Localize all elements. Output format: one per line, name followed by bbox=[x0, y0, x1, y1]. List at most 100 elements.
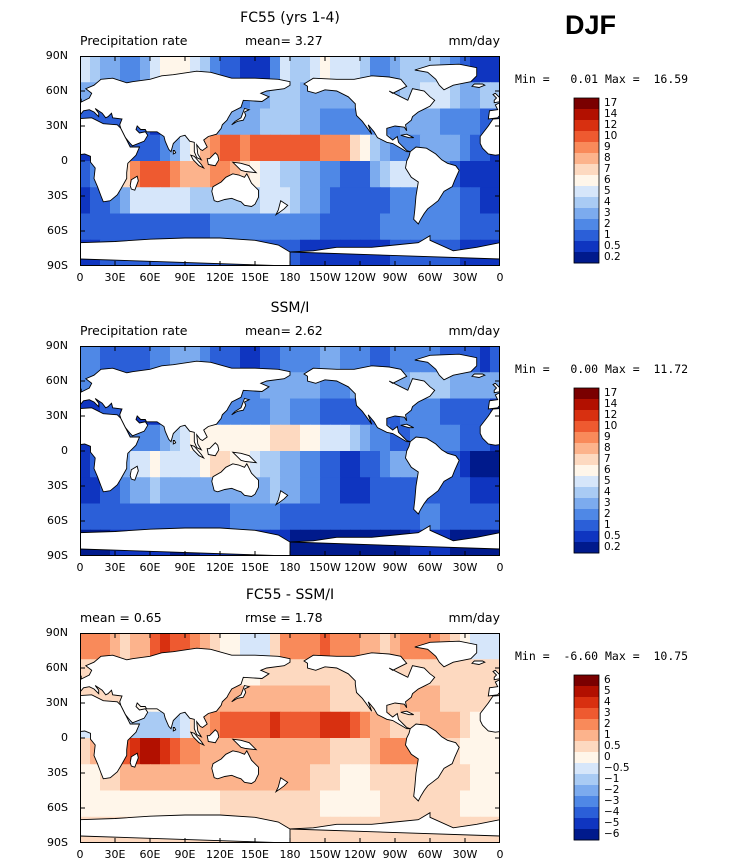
field-cell bbox=[180, 213, 191, 241]
field-cell bbox=[160, 424, 171, 452]
field-cell bbox=[380, 134, 391, 162]
field-cell bbox=[150, 134, 161, 162]
colorbar-label: 3 bbox=[604, 706, 611, 719]
colorbar-swatch bbox=[574, 465, 599, 477]
field-cell bbox=[260, 790, 271, 818]
colorbar-swatch bbox=[574, 476, 599, 488]
field-cell bbox=[140, 477, 151, 505]
field-cell bbox=[290, 790, 301, 818]
y-tick-label: 60N bbox=[45, 84, 68, 97]
field-cell bbox=[490, 477, 500, 505]
panel-units: mm/day bbox=[448, 33, 500, 48]
y-tick-label: 60S bbox=[47, 514, 68, 527]
x-tick-label: 0 bbox=[496, 848, 504, 861]
field-cell bbox=[380, 56, 391, 83]
field-cell bbox=[430, 685, 441, 713]
colorbar-swatch bbox=[574, 697, 599, 709]
field-cell bbox=[90, 790, 101, 818]
field-cell bbox=[270, 346, 281, 373]
field-cell bbox=[290, 239, 301, 266]
y-tick-label: 60N bbox=[45, 374, 68, 387]
field-cell bbox=[340, 738, 351, 765]
field-cell bbox=[240, 56, 251, 83]
field-cell bbox=[190, 764, 201, 792]
field-cell bbox=[310, 738, 321, 765]
field-cell bbox=[330, 398, 341, 426]
field-cell bbox=[240, 134, 251, 162]
field-cell bbox=[340, 108, 351, 136]
field-cell bbox=[360, 424, 371, 452]
field-cell bbox=[220, 738, 231, 765]
field-cell bbox=[430, 134, 441, 162]
field-cell bbox=[340, 711, 351, 739]
field-cell bbox=[340, 187, 351, 215]
field-cell bbox=[140, 134, 151, 162]
field-cell bbox=[220, 213, 231, 241]
colorbar-label: 2 bbox=[604, 717, 611, 730]
field-cell bbox=[210, 424, 221, 452]
field-cell bbox=[310, 424, 321, 452]
field-cell bbox=[290, 451, 301, 478]
colorbar-label: 0.5 bbox=[604, 529, 621, 542]
field-cell bbox=[330, 346, 341, 373]
field-cell bbox=[210, 633, 221, 660]
field-cell bbox=[340, 503, 351, 531]
field-cell bbox=[380, 633, 391, 660]
colorbar-frame bbox=[573, 387, 600, 554]
field-cell bbox=[160, 56, 171, 83]
field-cell bbox=[190, 633, 201, 660]
field-cell bbox=[400, 451, 411, 478]
field-cell bbox=[440, 764, 451, 792]
x-tick-label: 120E bbox=[206, 561, 234, 574]
continent-sumatra bbox=[189, 444, 206, 460]
field-cell bbox=[150, 738, 161, 765]
continent-madagascar bbox=[129, 465, 139, 481]
field-cell bbox=[130, 738, 141, 765]
field-cell bbox=[470, 503, 481, 531]
field-cell bbox=[320, 685, 331, 713]
land-outlines bbox=[80, 353, 500, 556]
colorbar-swatch bbox=[574, 686, 599, 698]
field-cell bbox=[210, 711, 221, 739]
field-cell bbox=[140, 424, 151, 452]
field-cell bbox=[480, 108, 491, 136]
field-cell bbox=[190, 503, 201, 531]
field-cell bbox=[360, 477, 371, 505]
y-tick-label: 30N bbox=[45, 696, 68, 709]
field-cell bbox=[430, 711, 441, 739]
field-cell bbox=[210, 161, 221, 188]
colorbar-label: 5 bbox=[604, 184, 611, 197]
field-cell bbox=[310, 659, 321, 687]
colorbar-swatch bbox=[574, 752, 599, 764]
field-cell bbox=[490, 633, 500, 660]
colorbar-label: 3 bbox=[604, 206, 611, 219]
colorbar-swatch bbox=[574, 818, 599, 830]
field-cell bbox=[170, 711, 181, 739]
field-cell bbox=[430, 790, 441, 818]
field-cell bbox=[330, 213, 341, 241]
field-cell bbox=[150, 477, 161, 505]
field-cell bbox=[380, 738, 391, 765]
field-cell bbox=[330, 161, 341, 188]
colorbar-label: 4 bbox=[604, 485, 611, 498]
field-cell bbox=[220, 424, 231, 452]
field-cell bbox=[280, 764, 291, 792]
field-cell bbox=[230, 346, 241, 373]
field-cell bbox=[320, 503, 331, 531]
field-cell bbox=[300, 108, 311, 136]
field-cell bbox=[480, 82, 491, 110]
continent-japan bbox=[231, 397, 251, 416]
field-cell bbox=[230, 503, 241, 531]
field-cell bbox=[150, 213, 161, 241]
field-cell bbox=[250, 424, 261, 452]
continent-borneo bbox=[206, 152, 220, 167]
field-cell bbox=[280, 56, 291, 83]
colorbar-swatch bbox=[574, 531, 599, 543]
field-cell bbox=[320, 477, 331, 505]
field-cell bbox=[330, 659, 341, 687]
field-cell bbox=[420, 398, 431, 426]
field-cell bbox=[90, 213, 101, 241]
colorbar-label: 3 bbox=[604, 496, 611, 509]
field-cell bbox=[170, 503, 181, 531]
field-cell bbox=[310, 82, 321, 110]
